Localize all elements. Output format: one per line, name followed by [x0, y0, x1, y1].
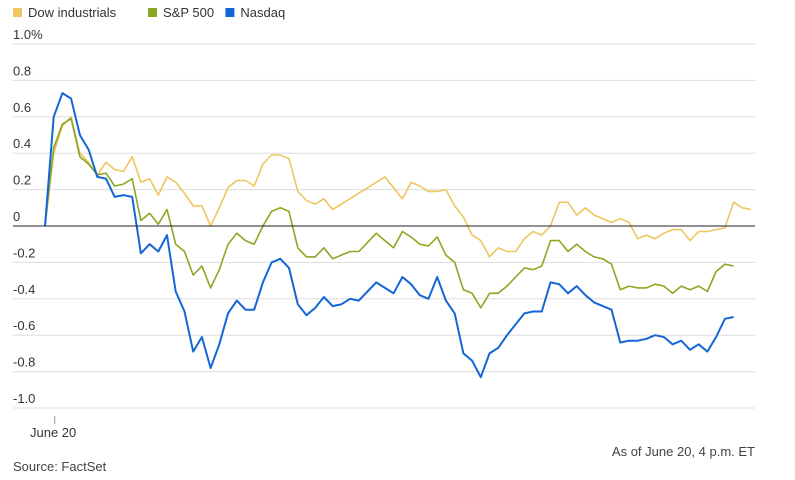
y-tick-label: 0	[13, 209, 20, 224]
y-tick-label: -0.4	[13, 282, 35, 297]
series-line-1	[44, 117, 734, 309]
y-axis-tick-labels: 1.0% 0.8 0.6 0.4 0.2 0 -0.2 -0.4 -0.6 -0.8 -1.0	[13, 27, 43, 406]
y-tick-label: -0.2	[13, 245, 35, 260]
y-tick-label: 0.2	[13, 173, 31, 188]
legend-swatch-0	[13, 8, 22, 17]
y-tick-label: 0.8	[13, 63, 31, 78]
legend-label-0: Dow industrials	[28, 5, 117, 20]
legend-label-1: S&P 500	[163, 5, 214, 20]
y-tick-label: -1.0	[13, 391, 35, 406]
y-tick-label: 1.0%	[13, 27, 43, 42]
series-line-2	[44, 92, 734, 379]
y-tick-label: -0.6	[13, 318, 35, 333]
x-tick-label: June 20	[30, 425, 76, 440]
gridlines	[13, 43, 755, 409]
x-axis: June 20	[30, 416, 76, 440]
source-note: Source: FactSet	[13, 459, 107, 474]
legend-label-2: Nasdaq	[240, 5, 285, 20]
y-tick-label: 0.6	[13, 100, 31, 115]
y-tick-label: -0.8	[13, 355, 35, 370]
legend-swatch-1	[148, 8, 157, 17]
series-line-0	[44, 116, 752, 258]
y-tick-label: 0.4	[13, 136, 31, 151]
series-lines	[13, 92, 755, 379]
as-of-note: As of June 20, 4 p.m. ET	[612, 444, 755, 459]
legend-swatch-2	[225, 8, 235, 17]
chart-legend: Dow industrials S&P 500 Nasdaq	[13, 5, 285, 20]
